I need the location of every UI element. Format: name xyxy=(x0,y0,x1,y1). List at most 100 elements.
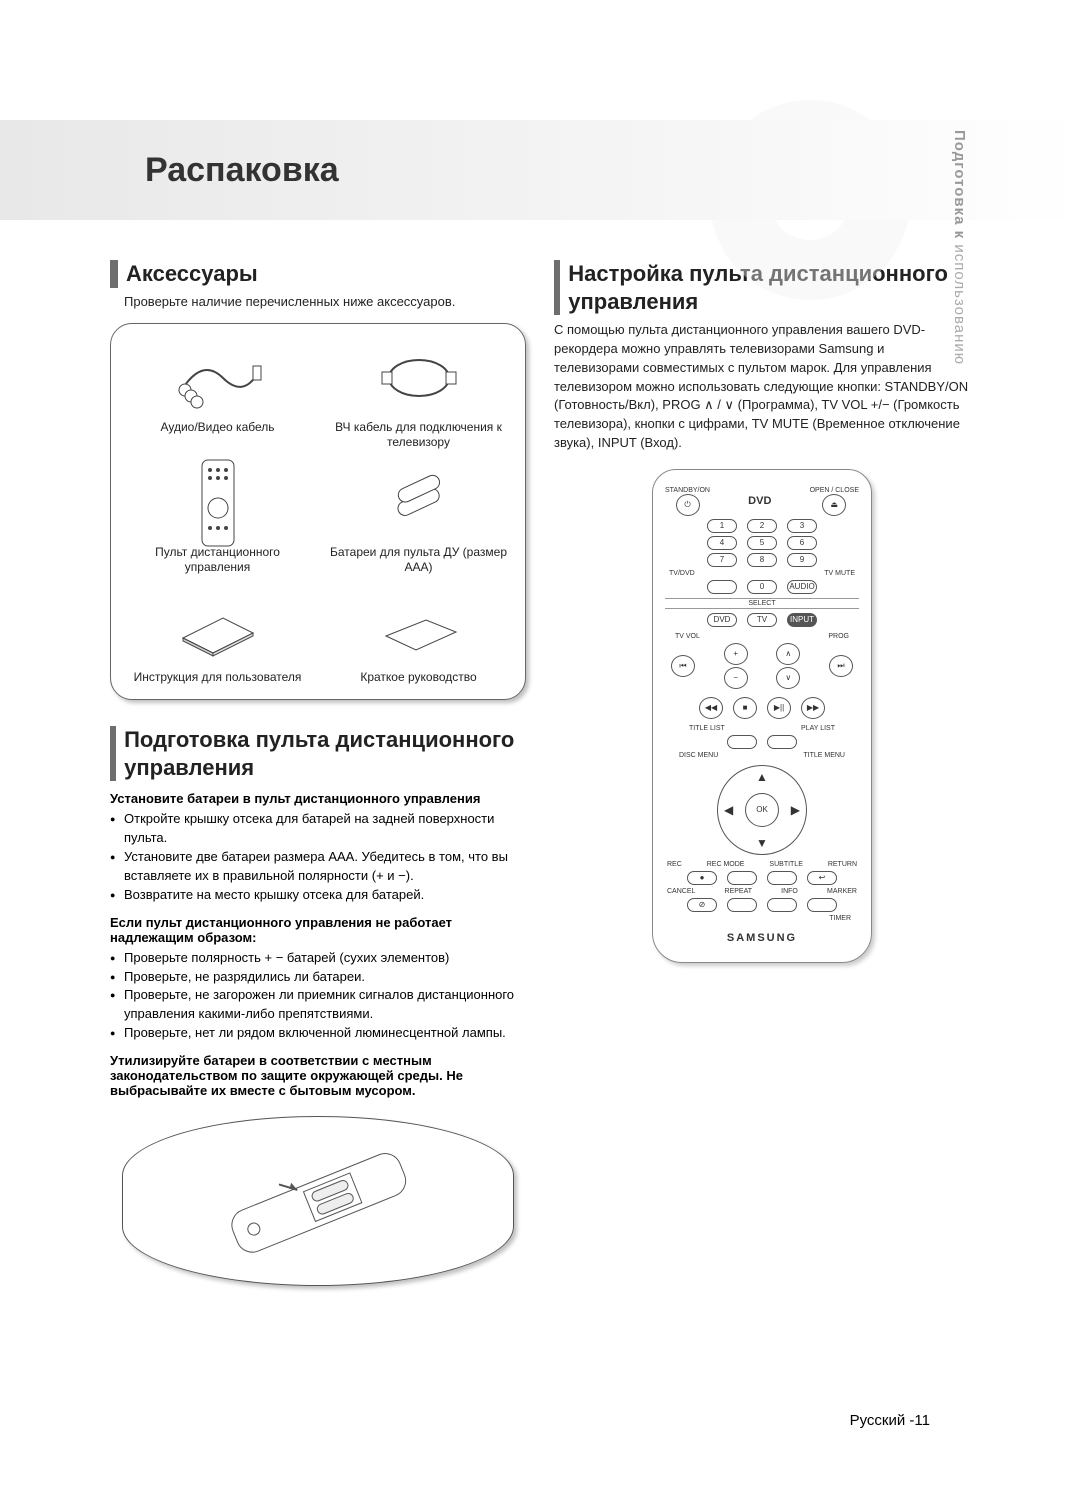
num-button-icon: 8 xyxy=(747,553,777,567)
acc-label: Батареи для пульта ДУ (размер AAA) xyxy=(322,545,515,576)
acc-av-cable: Аудио/Видео кабель xyxy=(121,342,314,451)
acc-rf-cable: ВЧ кабель для подключения к телевизору xyxy=(322,342,515,451)
acc-remote: Пульт дистанционного управления xyxy=(121,467,314,576)
btn-label: PROG xyxy=(828,633,849,640)
btn-label: TV VOL xyxy=(675,633,700,640)
batteries-icon xyxy=(379,473,459,533)
btn-label: MARKER xyxy=(827,888,857,895)
vol-up-icon: + xyxy=(724,643,748,665)
tv-button-icon: TV xyxy=(747,613,777,627)
manual-page: Распаковка Подготовка к использованию Ак… xyxy=(0,0,1080,1489)
vol-down-icon: − xyxy=(724,667,748,689)
select-label: SELECT xyxy=(665,598,859,609)
list-item: Установите две батареи размера AAA. Убед… xyxy=(110,848,526,886)
manual-icon xyxy=(173,598,263,658)
battery-insert-figure xyxy=(122,1116,514,1286)
num-button-icon: 6 xyxy=(787,536,817,550)
acc-label: Краткое руководство xyxy=(322,670,515,686)
btn-label: PLAY LIST xyxy=(801,725,835,732)
rec-button-icon: ● xyxy=(687,871,717,885)
list-item: Проверьте, не разрядились ли батареи. xyxy=(110,968,526,987)
num-button-icon: 9 xyxy=(787,553,817,567)
playlist-button-icon xyxy=(767,735,797,749)
rewind-icon: ◀◀ xyxy=(699,697,723,719)
skip-prev-icon: ⏮ xyxy=(671,655,695,677)
remote-battery-icon xyxy=(188,1141,448,1261)
btn-label: RETURN xyxy=(828,861,857,868)
num-button-icon: 3 xyxy=(787,519,817,533)
play-pause-icon: ▶|| xyxy=(767,697,791,719)
sidetab-bold: Подготовка к xyxy=(951,130,968,239)
trouble-steps: Проверьте полярность + − батарей (сухих … xyxy=(110,949,526,1043)
acc-batteries: Батареи для пульта ДУ (размер AAA) xyxy=(322,467,515,576)
arrow-left-icon: ◀ xyxy=(724,803,733,817)
heading-bar-icon xyxy=(554,260,560,315)
btn-label: CANCEL xyxy=(667,888,695,895)
arrow-right-icon: ▶ xyxy=(791,803,800,817)
quickguide-icon xyxy=(374,598,464,658)
acc-manual: Инструкция для пользователя xyxy=(121,592,314,686)
title-band: Распаковка xyxy=(0,120,1080,220)
info-button-icon xyxy=(767,898,797,912)
btn-label: OPEN / CLOSE xyxy=(810,487,859,494)
num-button-icon: 1 xyxy=(707,519,737,533)
content-columns: Аксессуары Проверьте наличие перечисленн… xyxy=(110,260,970,1286)
trouble-title: Если пульт дистанционного управления не … xyxy=(110,915,526,945)
cancel-button-icon: ⊘ xyxy=(687,898,717,912)
prepare-title: Подготовка пульта дистанционного управле… xyxy=(124,726,526,781)
btn-label: DISC MENU xyxy=(679,752,718,759)
av-cable-icon xyxy=(173,348,263,408)
acc-label: ВЧ кабель для подключения к телевизору xyxy=(322,420,515,451)
brand-logo: SAMSUNG xyxy=(665,932,859,944)
remote-icon xyxy=(198,458,238,548)
btn-label: REPEAT xyxy=(725,888,753,895)
num-button-icon: 2 xyxy=(747,519,777,533)
arrow-up-icon: ▲ xyxy=(756,770,768,784)
dvd-logo-icon: DVD xyxy=(748,495,771,507)
accessories-title: Аксессуары xyxy=(126,260,258,288)
disposal-note: Утилизируйте батареи в соответствии с ме… xyxy=(110,1053,526,1098)
num-button-icon: 4 xyxy=(707,536,737,550)
btn-label: REC xyxy=(667,861,682,868)
dpad-icon: ▲ ▼ ◀ ▶ OK xyxy=(717,765,807,855)
list-item: Проверьте полярность + − батарей (сухих … xyxy=(110,949,526,968)
install-title: Установите батареи в пульт дистанционног… xyxy=(110,791,526,806)
accessories-box: Аудио/Видео кабель ВЧ кабель для подключ… xyxy=(110,323,526,701)
stop-icon: ■ xyxy=(733,697,757,719)
ok-button-icon: OK xyxy=(745,793,779,827)
num-button-icon: 7 xyxy=(707,553,737,567)
acc-label: Пульт дистанционного управления xyxy=(121,545,314,576)
dvd-button-icon: DVD xyxy=(707,613,737,627)
prog-down-icon: ∨ xyxy=(776,667,800,689)
page-footer: Русский -11 xyxy=(850,1412,930,1429)
arrow-down-icon: ▼ xyxy=(756,836,768,850)
right-column: Настройка пульта дистанционного управлен… xyxy=(554,260,970,1286)
install-steps: Откройте крышку отсека для батарей на за… xyxy=(110,810,526,904)
btn-label: INFO xyxy=(781,888,798,895)
section-tab: Подготовка к использованию xyxy=(949,130,970,365)
left-column: Аксессуары Проверьте наличие перечисленн… xyxy=(110,260,526,1286)
accessories-heading: Аксессуары xyxy=(110,260,526,288)
btn-label: TV MUTE xyxy=(824,570,855,577)
sidetab-light: использованию xyxy=(951,244,968,365)
footer-page: -11 xyxy=(909,1412,930,1429)
timer-label: TIMER xyxy=(665,915,859,922)
return-button-icon: ↩ xyxy=(807,871,837,885)
titlelist-button-icon xyxy=(727,735,757,749)
list-item: Откройте крышку отсека для батарей на за… xyxy=(110,810,526,848)
recmode-button-icon xyxy=(727,871,757,885)
list-item: Возвратите на место крышку отсека для ба… xyxy=(110,886,526,905)
acc-quickguide: Краткое руководство xyxy=(322,592,515,686)
subtitle-button-icon xyxy=(767,871,797,885)
num-button-icon: 5 xyxy=(747,536,777,550)
ok-label: OK xyxy=(756,805,768,814)
skip-next-icon: ⏭ xyxy=(829,655,853,677)
setup-paragraph: С помощью пульта дистанционного управлен… xyxy=(554,321,970,453)
footer-lang: Русский xyxy=(850,1412,906,1429)
list-item: Проверьте, нет ли рядом включенной люмин… xyxy=(110,1024,526,1043)
btn-label: SUBTITLE xyxy=(769,861,802,868)
page-title: Распаковка xyxy=(145,151,339,190)
accessories-intro: Проверьте наличие перечисленных ниже акс… xyxy=(124,294,526,309)
acc-label: Аудио/Видео кабель xyxy=(121,420,314,436)
btn-label: TV/DVD xyxy=(669,570,695,577)
